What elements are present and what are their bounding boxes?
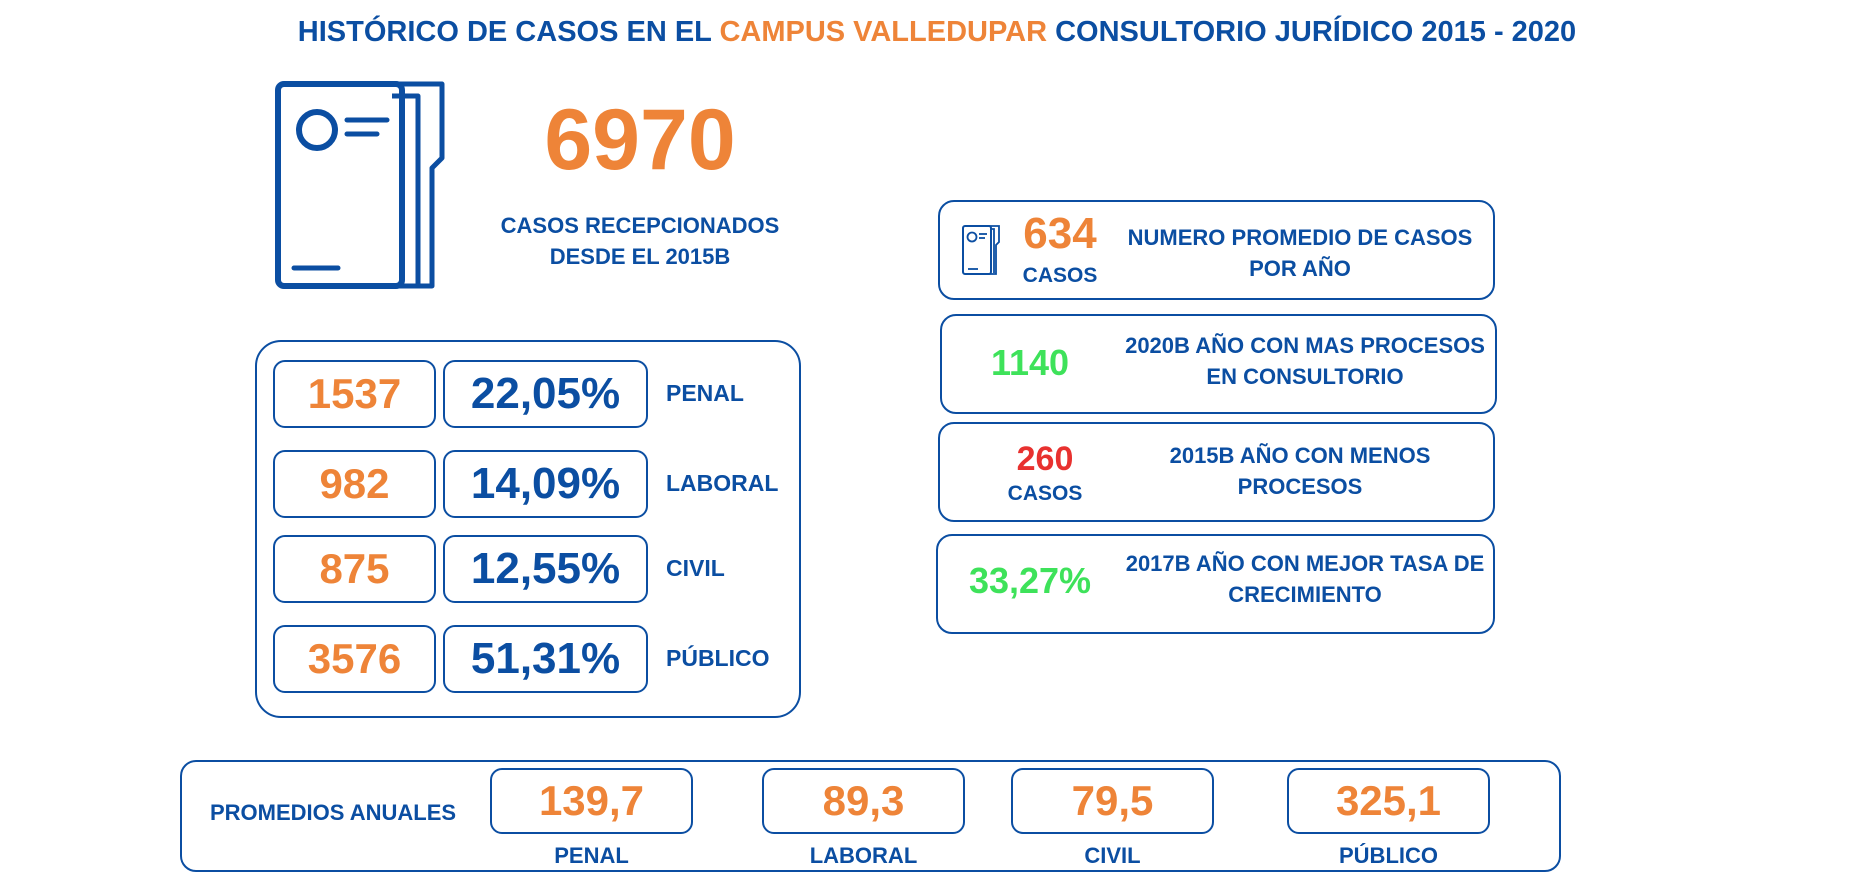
max-year-card [940,314,1497,414]
min-year-card [938,422,1495,522]
growth-value: 33,27% [968,560,1092,601]
annual-averages-label: PROMEDIOS ANUALES [210,800,457,825]
total-cases-label-line1: CASOS RECEPCIONADOS [500,213,780,238]
growth-text-line1: 2017B AÑO CON MEJOR TASA DE [1125,551,1485,576]
min-year-text-line1: 2015B AÑO CON MENOS [1169,443,1431,468]
average-text: NUMERO PROMEDIO DE CASOS POR AÑO [1120,222,1480,284]
annual-averages-panel [180,760,1561,872]
category-label-civil: CIVIL [666,555,725,581]
min-year-text: 2015B AÑO CON MENOS PROCESOS [1120,440,1480,502]
category-count-publico: 3576 [273,625,436,693]
annual-average-value-penal: 139,7 [490,768,693,834]
max-year-text-line1: 2020B AÑO CON MAS PROCESOS [1125,333,1485,358]
max-year-text-line2: EN CONSULTORIO [1206,364,1404,389]
document-icon [961,224,1003,276]
annual-average-label-publico: PÚBLICO [1339,843,1438,868]
category-count-civil: 875 [273,535,436,603]
category-label-laboral: LABORAL [666,470,779,496]
annual-average-label-laboral: LABORAL [809,843,918,868]
annual-average-label-civil: CIVIL [1084,843,1141,868]
average-text-line1: NUMERO PROMEDIO DE CASOS [1127,225,1473,250]
min-year-text-line2: PROCESOS [1237,474,1363,499]
category-count-laboral: 982 [273,450,436,518]
category-percent-penal: 22,05% [443,360,648,428]
growth-text: 2017B AÑO CON MEJOR TASA DE CRECIMIENTO [1120,548,1490,610]
average-unit: CASOS [1022,264,1098,287]
max-year-value: 1140 [990,342,1070,383]
average-value: 634 [1023,209,1097,258]
average-text-line2: POR AÑO [1249,256,1351,281]
total-cases-value: 6970 [544,91,736,188]
category-percent-laboral: 14,09% [443,450,648,518]
total-cases-label-line2: DESDE EL 2015B [549,244,731,269]
annual-average-label-penal: PENAL [554,843,629,868]
category-percent-publico: 51,31% [443,625,648,693]
category-label-penal: PENAL [666,380,744,406]
annual-average-value-laboral: 89,3 [762,768,965,834]
total-cases-label: CASOS RECEPCIONADOS DESDE EL 2015B [480,210,800,272]
title-part-1: HISTÓRICO DE CASOS EN EL [297,15,720,48]
title-part-2: CAMPUS VALLEDUPAR [719,15,1048,48]
page-title: HISTÓRICO DE CASOS EN EL CAMPUS VALLEDUP… [0,14,1874,50]
category-count-penal: 1537 [273,360,436,428]
category-percent-civil: 12,55% [443,535,648,603]
annual-average-value-publico: 325,1 [1287,768,1490,834]
title-part-3: CONSULTORIO JURÍDICO 2015 - 2020 [1047,15,1577,48]
max-year-text: 2020B AÑO CON MAS PROCESOS EN CONSULTORI… [1120,330,1490,392]
growth-card [936,534,1495,634]
categories-panel [255,340,801,718]
document-icon [272,80,452,292]
min-year-value: 260 [1016,439,1074,478]
min-year-unit: CASOS [1007,482,1083,505]
average-card [938,200,1495,300]
growth-text-line2: CRECIMIENTO [1228,582,1382,607]
category-label-publico: PÚBLICO [666,645,770,671]
annual-average-value-civil: 79,5 [1011,768,1214,834]
